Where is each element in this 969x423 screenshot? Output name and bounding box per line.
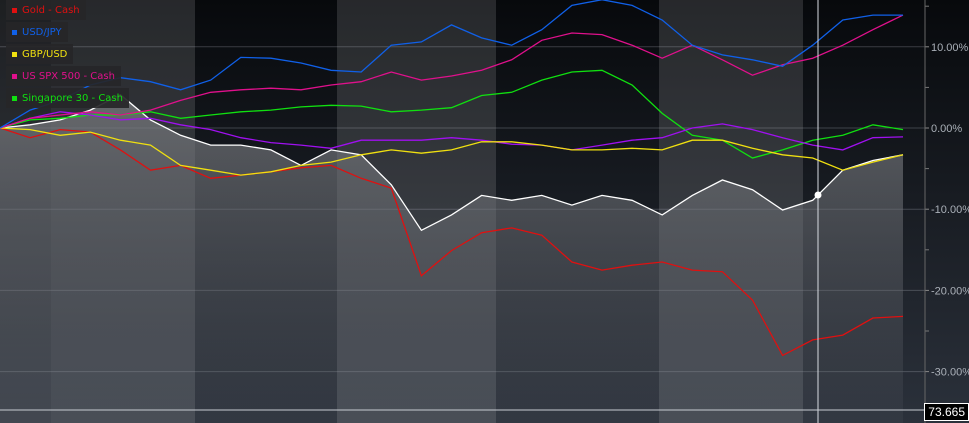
series-line-unlabeled-6: [0, 93, 904, 232]
series-line-usd-jpy: [0, 0, 903, 129]
legend-label: Gold - Cash: [22, 4, 80, 16]
crosshair-price-label: 73.665: [924, 403, 969, 421]
legend-swatch: [12, 29, 17, 35]
legend-item-gbpusd[interactable]: GBP/USD: [6, 44, 74, 64]
legend-swatch: [12, 51, 17, 57]
axis-tick-label: -20.00%: [931, 285, 969, 297]
axis-tick-label: 0.00%: [931, 123, 962, 135]
legend-label: Singapore 30 - Cash: [22, 92, 123, 104]
legend-label: US SPX 500 - Cash: [22, 70, 115, 82]
axis-tick-label: -10.00%: [931, 204, 969, 216]
series-line-gbp-usd: [0, 127, 904, 176]
series-line-unlabeled-5: [0, 111, 904, 151]
axis-tick-label: 10.00%: [931, 42, 969, 54]
axis-tick-label: -30.00%: [931, 367, 969, 379]
legend-item-spx500[interactable]: US SPX 500 - Cash: [6, 66, 121, 86]
legend-label: USD/JPY: [22, 26, 62, 38]
legend-item-gold[interactable]: Gold - Cash: [6, 0, 86, 20]
legend-swatch: [12, 95, 17, 101]
legend-item-singapore30[interactable]: Singapore 30 - Cash: [6, 88, 129, 108]
series-line-singapore-30-cash: [0, 69, 904, 159]
series-line-us-spx-500-cash: [0, 14, 904, 129]
legend-swatch: [12, 73, 17, 79]
legend: Gold - Cash USD/JPY GBP/USD US SPX 500 -…: [6, 0, 129, 110]
crosshair-point: [814, 191, 822, 199]
legend-label: GBP/USD: [22, 48, 68, 60]
series-line-gold-cash: [0, 127, 904, 357]
legend-item-usdjpy[interactable]: USD/JPY: [6, 22, 68, 42]
legend-swatch: [12, 7, 17, 13]
